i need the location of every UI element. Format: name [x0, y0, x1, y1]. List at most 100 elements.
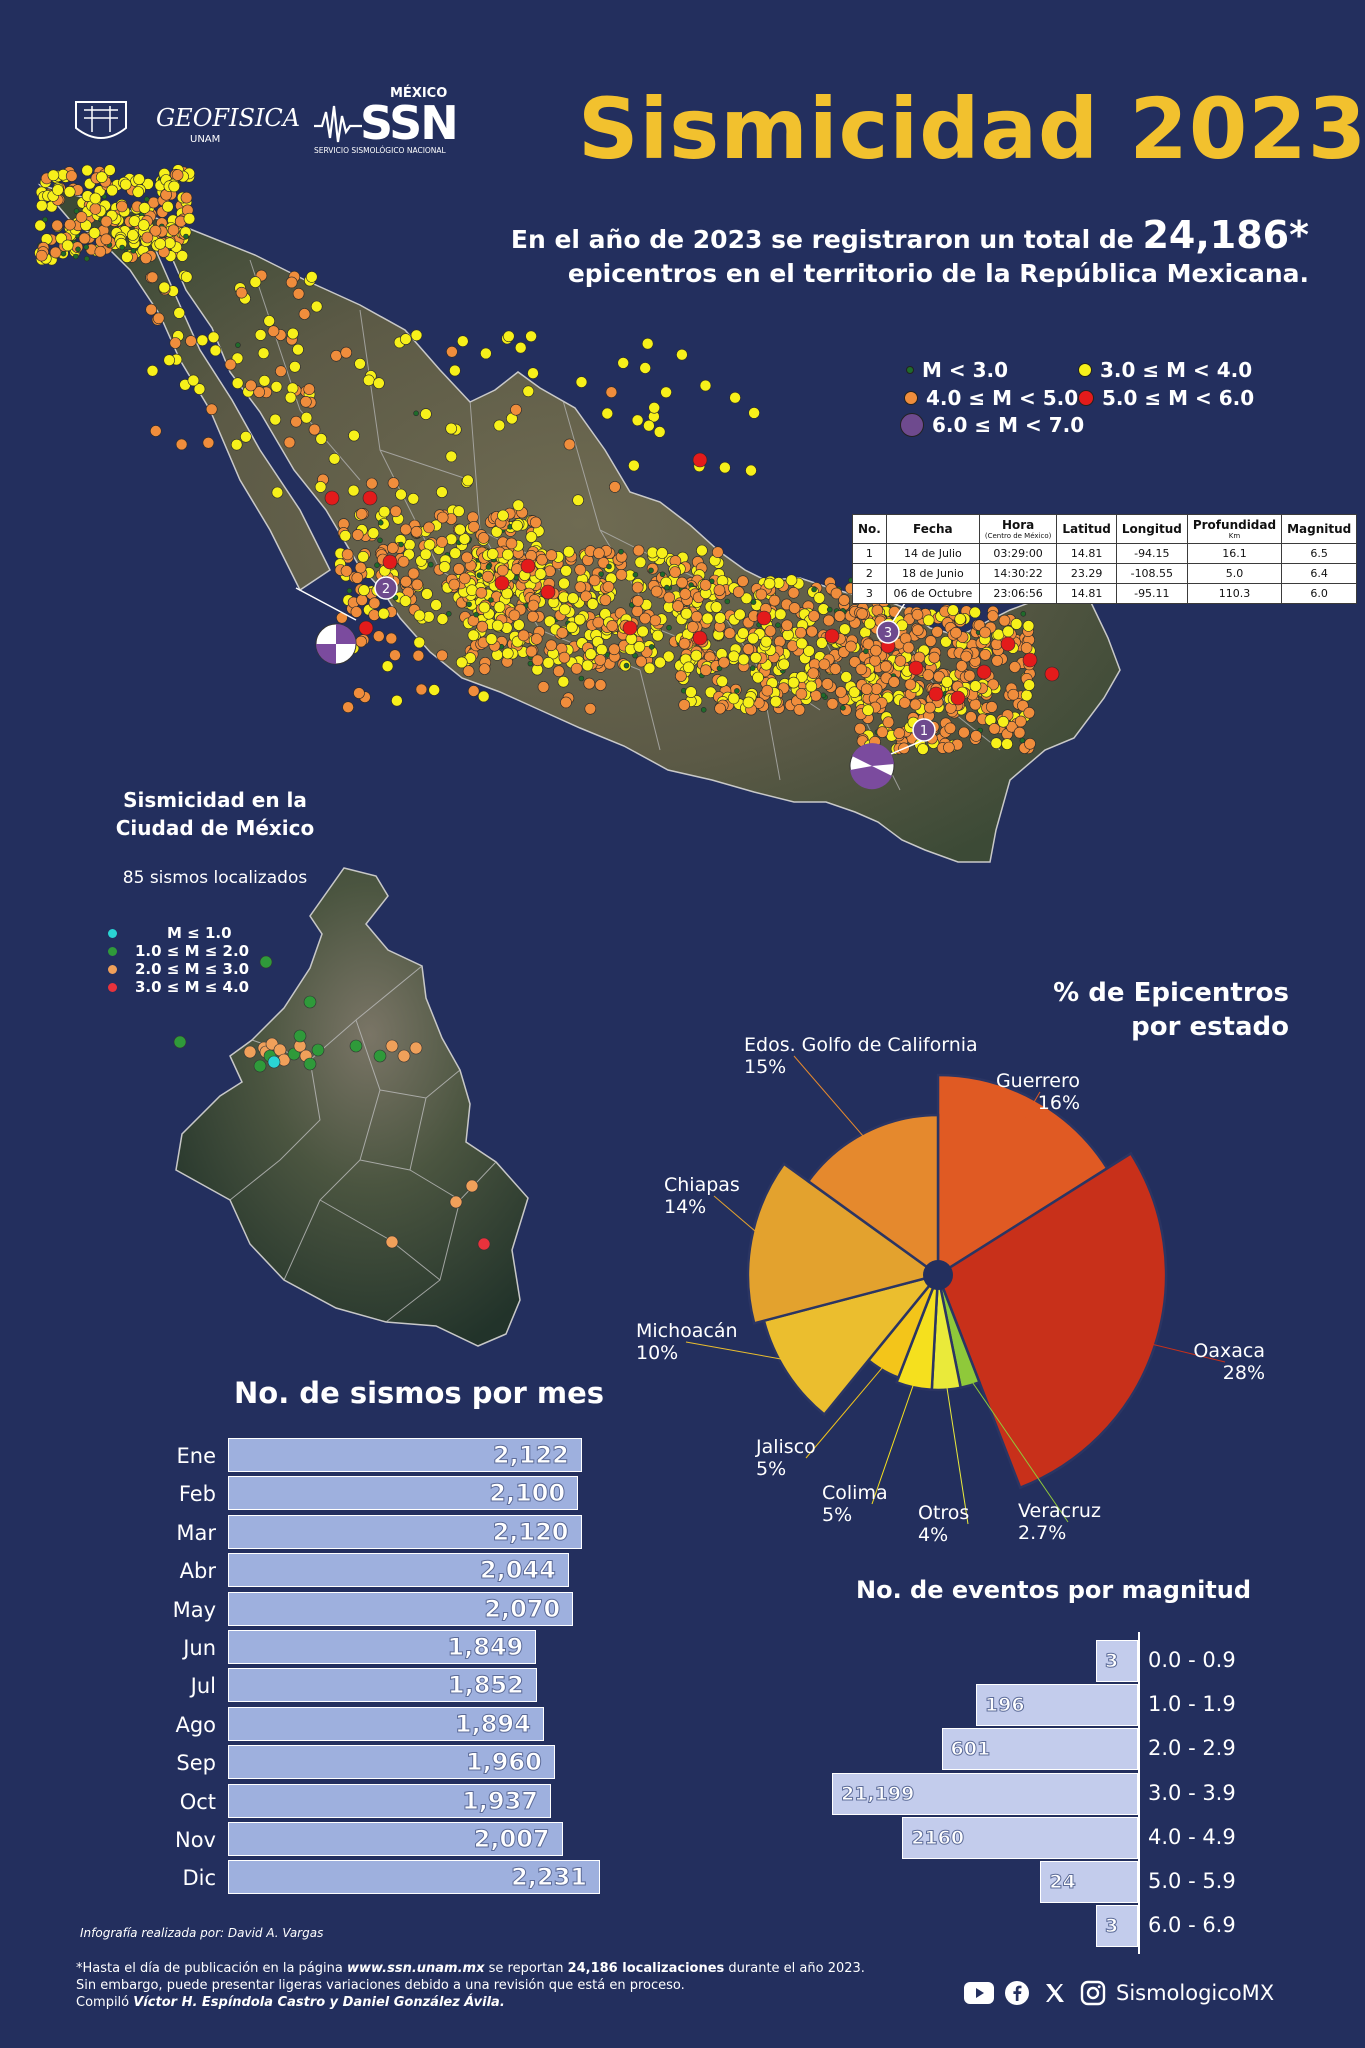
table-cell: 6.4 — [1281, 563, 1358, 584]
magnitude-axis — [1138, 1632, 1140, 1954]
pie-label-value: 14% — [664, 1196, 707, 1218]
epicenter-dot — [367, 527, 380, 539]
epicenter-dot — [692, 630, 708, 646]
geofisica-logo-sub: UNAM — [190, 134, 221, 145]
footnote-part: *Hasta el día de publicación en la págin… — [76, 1961, 347, 1976]
table-cell: 110.3 — [1186, 583, 1283, 604]
footnote: *Hasta el día de publicación en la págin… — [76, 1960, 876, 2011]
epicenter-dot — [986, 610, 999, 622]
epicenter-dot — [870, 644, 882, 657]
epicenter-dot — [639, 612, 651, 625]
epicenter-dot — [453, 505, 465, 518]
month-value: 1,894 — [454, 1709, 531, 1738]
table-cell: -95.11 — [1115, 583, 1188, 604]
ssn-logo-country: MÉXICO — [390, 86, 448, 101]
epicenter-dot — [545, 549, 558, 562]
epicenter-dot — [1020, 642, 1033, 654]
epicenter-dot — [631, 595, 644, 607]
epicenter-dot — [631, 414, 644, 427]
cdmx-epicenter-dot — [243, 1045, 257, 1059]
cdmx-epicenter-dots — [173, 955, 491, 1251]
epicenter-dot — [787, 586, 800, 599]
epicenter-dot — [990, 638, 1003, 651]
epicenter-dot — [146, 271, 159, 284]
facebook-icon[interactable] — [1002, 1980, 1032, 2006]
epicenter-dot — [584, 648, 597, 660]
epicenter-dot — [958, 726, 970, 739]
epicenter-dot — [990, 737, 1003, 750]
epicenter-dot — [436, 649, 448, 662]
month-bar: 2,070 — [228, 1591, 574, 1626]
month-label: Jun — [183, 1636, 216, 1660]
month-chart-title: No. de sismos por mes — [234, 1376, 605, 1410]
epicenter-dot — [52, 184, 64, 196]
epicenter-dot — [513, 619, 525, 631]
epicenter-dot — [61, 239, 74, 252]
epicenter-dot — [351, 572, 364, 584]
epicenter-dot — [856, 607, 868, 620]
youtube-icon[interactable] — [964, 1980, 994, 2006]
epicenter-dot — [917, 743, 929, 755]
epicenter-dot — [540, 584, 556, 600]
epicenter-dot — [84, 255, 90, 262]
seismograph-icon — [314, 105, 362, 143]
legend-label: 2.0 ≤ M ≤ 3.0 — [135, 960, 250, 978]
social-handle[interactable]: SismologicoMX — [1116, 1981, 1275, 2005]
epicenter-dot — [954, 613, 967, 625]
epicenter-dot — [592, 616, 605, 629]
table-cell: 14.81 — [1056, 543, 1117, 564]
epicenter-dot — [931, 625, 944, 638]
epicenter-dot — [879, 660, 892, 673]
epicenter-dot — [510, 403, 522, 416]
epicenter-dot — [651, 629, 664, 642]
epicenter-dot — [536, 553, 548, 566]
epicenter-dot — [542, 656, 555, 669]
legend-item: 4.0 ≤ M < 5.0 — [904, 386, 1078, 410]
month-label: Jul — [190, 1674, 216, 1699]
epicenter-dot — [700, 706, 707, 713]
epicenter-dot — [594, 679, 607, 691]
instagram-icon[interactable] — [1078, 1980, 1108, 2006]
pie-leader-line — [966, 1374, 1069, 1523]
epicenter-dot — [988, 722, 1001, 735]
x-twitter-icon[interactable] — [1040, 1980, 1070, 2006]
epicenter-dot — [826, 697, 839, 710]
epicenter-dot — [512, 499, 525, 512]
epicenter-dot — [141, 231, 154, 244]
table-cell: 23.29 — [1056, 563, 1117, 584]
epicenter-dot — [586, 598, 599, 610]
epicenter-dot — [169, 337, 182, 349]
epicenter-dot — [154, 238, 166, 250]
table-row: 3 06 de Octubre 23:06:56 14.81 -95.11 110.3 6.… — [852, 583, 1358, 604]
epicenter-dot — [119, 178, 132, 191]
epicenter-dot — [911, 608, 924, 621]
epicenter-dot — [395, 488, 407, 501]
epicenter-dot — [81, 164, 93, 177]
epicenter-dot — [782, 629, 794, 641]
pie-leader-line — [805, 1360, 889, 1459]
magnitude-value: 3 — [1104, 1650, 1119, 1673]
pie-slices — [746, 1073, 1168, 1490]
legend-label: 4.0 ≤ M < 5.0 — [926, 386, 1079, 410]
epicenter-dot — [89, 192, 102, 205]
epicenter-dot — [193, 383, 206, 395]
month-bar: 2,231 — [228, 1860, 600, 1895]
magnitude-bar: 3 — [1096, 1905, 1138, 1948]
epicenter-dot — [567, 592, 579, 605]
magnitude-label: 2.0 - 2.9 — [1148, 1736, 1236, 1761]
epicenter-dot — [374, 562, 380, 569]
epicenter-dot — [659, 571, 666, 578]
magnitude-value: 2160 — [911, 1826, 965, 1849]
epicenter-dot — [230, 438, 243, 451]
epicenter-dot — [263, 315, 276, 327]
cdmx-legend-item: M ≤ 1.0 — [108, 924, 249, 942]
epicenter-dot — [140, 252, 152, 265]
epicenter-dot — [501, 647, 514, 660]
epicenter-dot — [584, 702, 597, 715]
pie-label: Guerrero 16% — [996, 1070, 1080, 1114]
epicenter-dot — [63, 185, 76, 198]
epicenter-dot — [477, 532, 490, 544]
epicenter-dot — [943, 741, 955, 754]
cdmx-map — [173, 867, 529, 1347]
pie-label-name: Jalisco — [756, 1436, 816, 1458]
